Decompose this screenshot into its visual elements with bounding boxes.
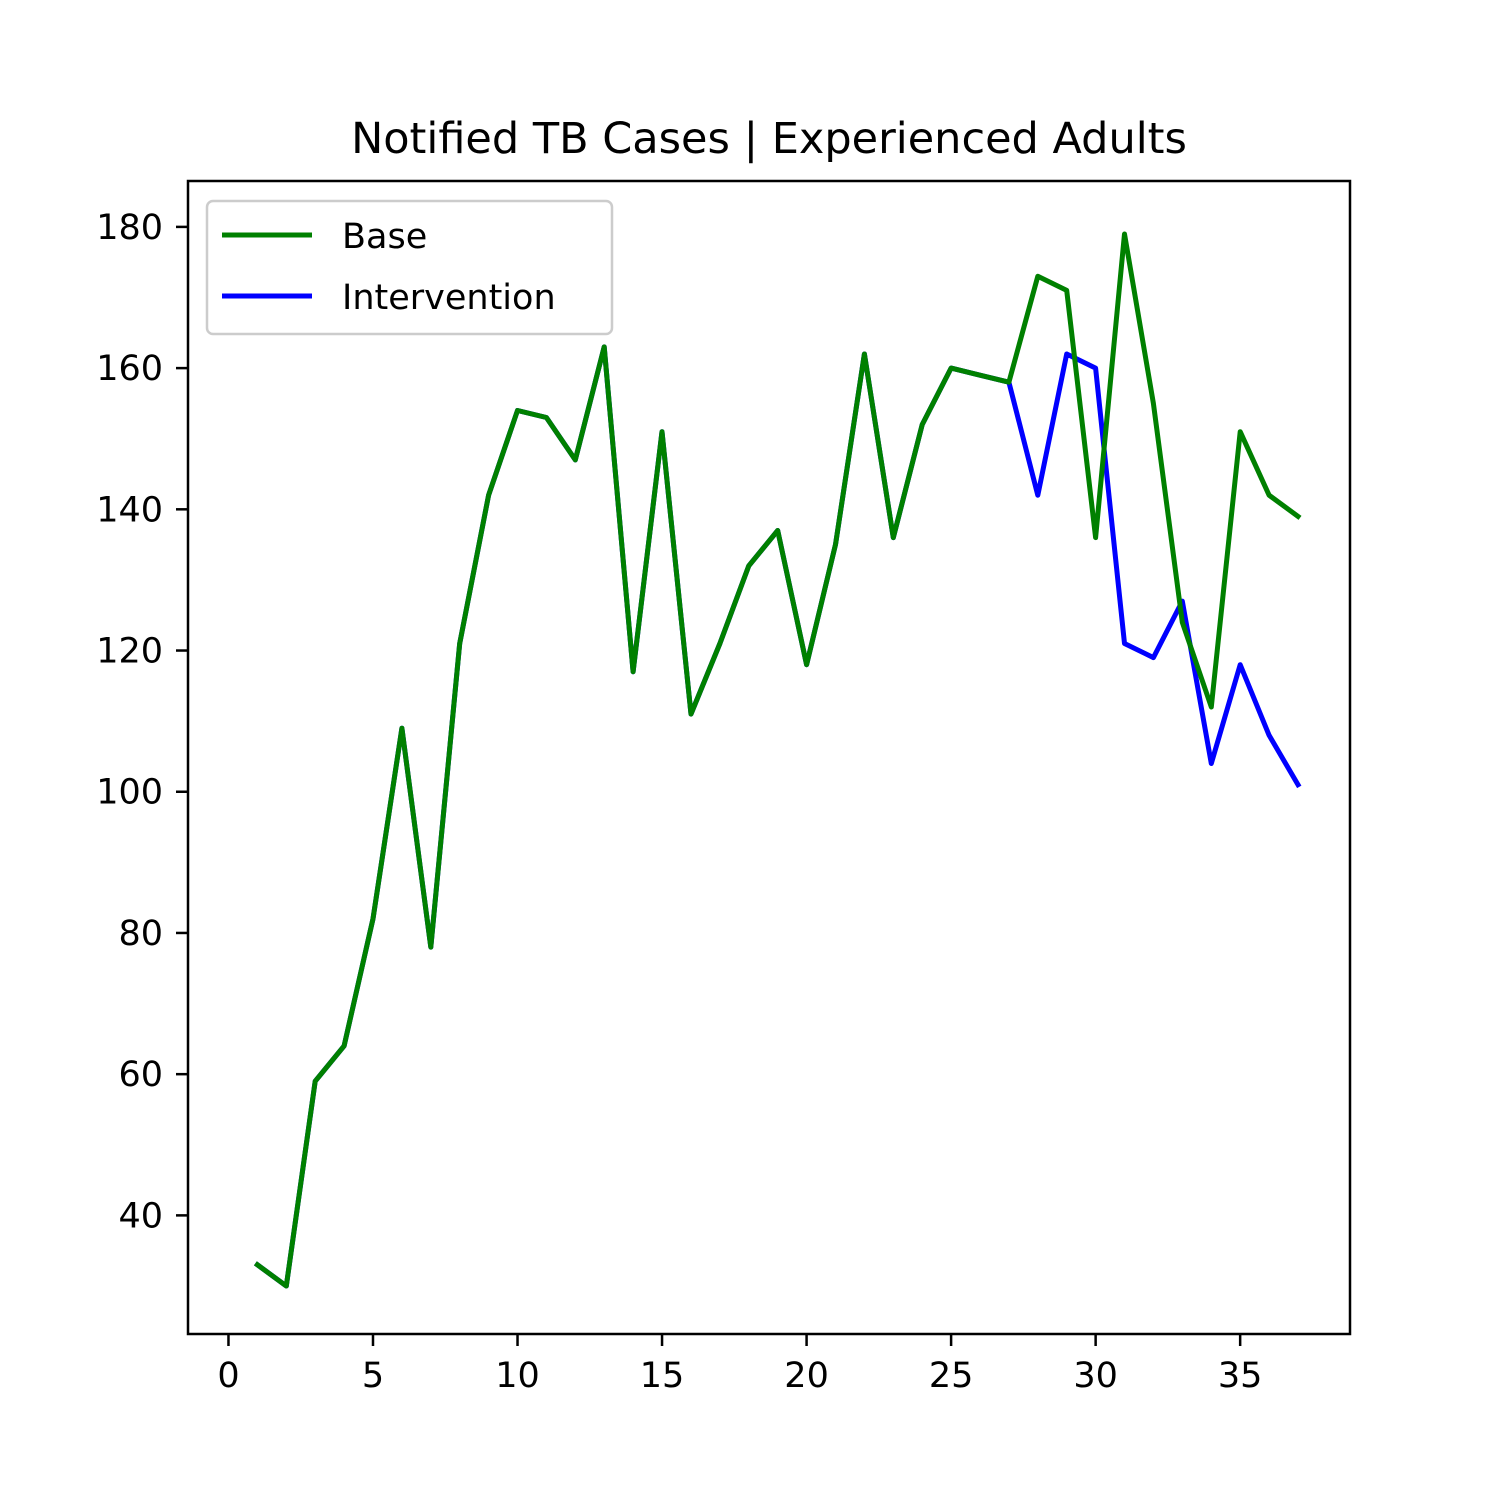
x-tick-label: 5 bbox=[362, 1356, 384, 1396]
plot-frame bbox=[186, 179, 1352, 1336]
plot-lines bbox=[253, 231, 1302, 1289]
legend: Base Intervention bbox=[205, 199, 614, 336]
x-tick-label: 25 bbox=[929, 1356, 974, 1396]
y-tick-label: 80 bbox=[118, 914, 163, 954]
y-tick-label: 160 bbox=[96, 349, 163, 389]
x-tick-label: 10 bbox=[495, 1356, 540, 1396]
legend-label-base: Base bbox=[342, 217, 427, 257]
x-tick-label: 20 bbox=[784, 1356, 829, 1396]
axes: 0 5 10 15 20 25 30 35 40 60 80 100 120 140 160 180 bbox=[96, 179, 1352, 1396]
y-tick-label: 40 bbox=[118, 1196, 163, 1236]
y-tick-label: 140 bbox=[96, 490, 163, 530]
x-tick-label: 15 bbox=[640, 1356, 685, 1396]
x-tick-label: 0 bbox=[217, 1356, 239, 1396]
y-tick-label: 120 bbox=[96, 632, 163, 672]
chart-title: Notified TB Cases | Experienced Adults bbox=[351, 114, 1187, 164]
y-tick-label: 100 bbox=[96, 773, 163, 813]
legend-label-intervention: Intervention bbox=[342, 278, 556, 318]
x-tick-label: 35 bbox=[1218, 1356, 1263, 1396]
series-line-base bbox=[253, 231, 1302, 1289]
y-tick-label: 60 bbox=[118, 1055, 163, 1095]
x-tick-label: 30 bbox=[1073, 1356, 1118, 1396]
y-tick-label: 180 bbox=[96, 208, 163, 248]
